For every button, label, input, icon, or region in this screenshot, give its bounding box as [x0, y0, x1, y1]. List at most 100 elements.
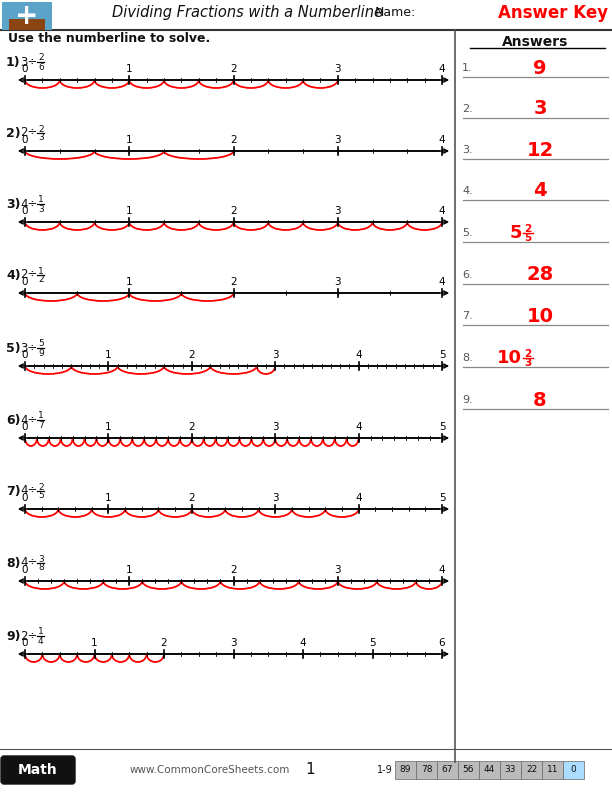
Text: 7): 7) [6, 485, 21, 498]
Text: 9: 9 [38, 348, 43, 357]
Text: 9): 9) [6, 630, 20, 643]
Text: 0: 0 [22, 135, 28, 145]
Text: 3÷: 3÷ [20, 341, 37, 355]
Text: 0: 0 [22, 64, 28, 74]
Text: 4: 4 [439, 64, 446, 74]
Text: 78: 78 [421, 766, 432, 775]
Text: 1: 1 [105, 350, 112, 360]
Text: 0: 0 [22, 277, 28, 287]
Text: 56: 56 [463, 766, 474, 775]
Bar [542, 761, 563, 779]
Text: 7: 7 [38, 421, 43, 429]
Text: 2: 2 [38, 54, 43, 63]
Text: 0: 0 [570, 766, 577, 775]
Text: 4.: 4. [462, 186, 472, 196]
Text: 6: 6 [439, 638, 446, 648]
Text: 1: 1 [38, 196, 43, 204]
Text: 3: 3 [533, 100, 547, 119]
Text: 1-9: 1-9 [377, 765, 393, 775]
Text: 3: 3 [272, 422, 278, 432]
Text: 1.: 1. [462, 63, 472, 73]
Text: 10: 10 [497, 349, 522, 367]
Text: 2: 2 [161, 638, 167, 648]
Text: 4): 4) [6, 269, 21, 282]
Text: www.CommonCoreSheets.com: www.CommonCoreSheets.com [130, 765, 290, 775]
Text: 3): 3) [6, 198, 20, 211]
Bar [9, 19, 45, 30]
Text: 0: 0 [22, 565, 28, 575]
Text: 0: 0 [22, 638, 28, 648]
Text: 2: 2 [188, 350, 195, 360]
Text: 1: 1 [38, 412, 43, 421]
Text: 1: 1 [126, 565, 133, 575]
Text: 2: 2 [230, 565, 237, 575]
Text: 3: 3 [272, 493, 278, 503]
Text: 12: 12 [526, 140, 554, 159]
Text: 3: 3 [524, 358, 531, 368]
Text: 5: 5 [524, 233, 531, 243]
Text: 22: 22 [526, 766, 537, 775]
Text: 3: 3 [334, 135, 341, 145]
Text: 4: 4 [356, 493, 362, 503]
Text: 44: 44 [484, 766, 495, 775]
Text: Use the numberline to solve.: Use the numberline to solve. [8, 32, 211, 44]
Text: 5: 5 [38, 492, 43, 501]
Bar [2, 2, 52, 30]
Text: 3: 3 [334, 277, 341, 287]
Text: Math: Math [18, 763, 58, 777]
Text: 5: 5 [439, 350, 446, 360]
Text: Dividing Fractions with a Numberline: Dividing Fractions with a Numberline [113, 6, 384, 21]
Text: 89: 89 [400, 766, 411, 775]
Text: 5: 5 [439, 422, 446, 432]
Text: 11: 11 [547, 766, 558, 775]
Text: 4: 4 [38, 637, 43, 645]
Text: 28: 28 [526, 265, 554, 284]
Text: 3: 3 [334, 64, 341, 74]
Text: 5: 5 [38, 340, 43, 348]
Text: 2: 2 [230, 135, 237, 145]
Text: 2: 2 [188, 422, 195, 432]
Text: 2÷: 2÷ [20, 268, 37, 281]
Bar [416, 761, 437, 779]
Text: 2): 2) [6, 127, 21, 140]
Text: 0: 0 [22, 350, 28, 360]
Text: 2: 2 [230, 64, 237, 74]
FancyBboxPatch shape [1, 756, 75, 784]
Text: 7.: 7. [462, 311, 472, 321]
Text: 4: 4 [356, 422, 362, 432]
Text: 2÷: 2÷ [20, 630, 37, 642]
Text: 4: 4 [439, 565, 446, 575]
Text: 6): 6) [6, 414, 20, 427]
Text: 2: 2 [38, 482, 43, 492]
Text: 8: 8 [533, 390, 547, 409]
Text: Answers: Answers [502, 35, 568, 49]
Text: Answer Key: Answer Key [498, 4, 608, 22]
Text: 4: 4 [300, 638, 307, 648]
Bar [437, 761, 458, 779]
Text: 5.: 5. [462, 228, 472, 238]
Text: 2: 2 [38, 124, 43, 134]
Text: 2: 2 [38, 276, 43, 284]
Text: 33: 33 [505, 766, 517, 775]
Text: 1: 1 [105, 493, 112, 503]
Text: 8): 8) [6, 557, 20, 570]
Text: 2: 2 [230, 277, 237, 287]
Text: 4÷: 4÷ [20, 485, 37, 497]
Text: Name:: Name: [375, 6, 416, 20]
Text: 5): 5) [6, 342, 21, 355]
Text: 5: 5 [369, 638, 376, 648]
Bar [563, 761, 584, 779]
Text: 2: 2 [188, 493, 195, 503]
Text: 0: 0 [22, 206, 28, 216]
Text: 10: 10 [526, 307, 553, 326]
Text: 6: 6 [38, 63, 43, 71]
Text: 9.: 9. [462, 395, 472, 405]
Text: 3: 3 [38, 134, 43, 143]
Text: 2: 2 [524, 224, 531, 234]
Text: 6.: 6. [462, 270, 472, 280]
Text: 4÷: 4÷ [20, 557, 37, 569]
Text: 4: 4 [439, 135, 446, 145]
Bar [395, 761, 416, 779]
Text: 4: 4 [356, 350, 362, 360]
Text: 3: 3 [334, 565, 341, 575]
